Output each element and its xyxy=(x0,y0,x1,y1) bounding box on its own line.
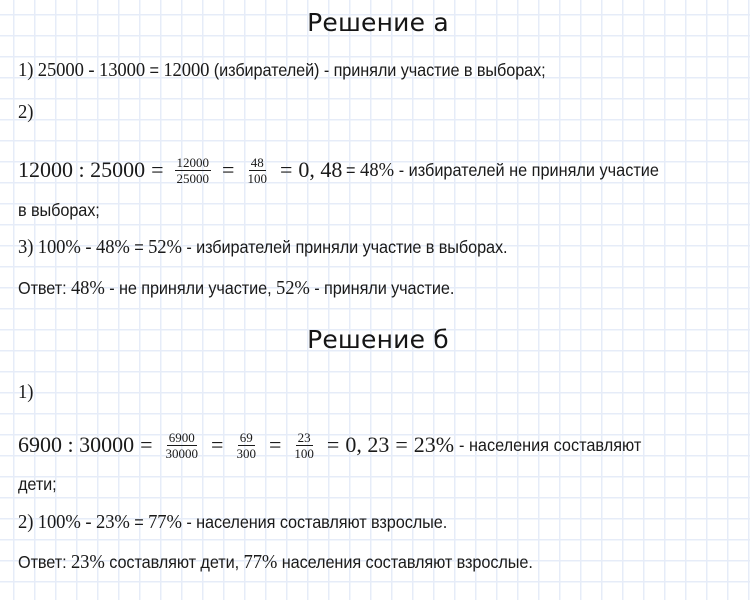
equals-sign: = xyxy=(151,157,164,182)
equals-sign: = xyxy=(279,157,293,182)
equation-tail: = 48% - избирателей не приняли участие xyxy=(346,159,659,182)
fraction-23-100: 23 100 xyxy=(292,430,316,461)
answer-label: Ответ: xyxy=(18,552,67,572)
equals-sign: = xyxy=(211,432,224,457)
fraction-denominator: 100 xyxy=(247,170,267,186)
equals-sign: = xyxy=(134,512,144,532)
step-expression: 100% - 48% xyxy=(37,236,130,258)
step-number: 3) xyxy=(18,236,34,258)
section-a-step1: 1) 25000 - 13000 = 12000 (избирателей) -… xyxy=(18,58,546,82)
fraction-denominator: 30000 xyxy=(165,445,199,461)
section-b-title: Решение б xyxy=(307,325,449,354)
equation-lhs: 6900 : 30000 xyxy=(18,432,135,457)
fraction-numerator: 12000 xyxy=(174,154,212,171)
answer-text-1: - не приняли участие, xyxy=(109,278,272,298)
section-b-answer: Ответ: 23% составляют дети, 77% населени… xyxy=(18,550,533,574)
step-result: 52% xyxy=(148,236,182,258)
answer-value-2: 52% xyxy=(275,277,310,299)
answer-value-1: 23% xyxy=(70,551,105,573)
fraction-numerator: 6900 xyxy=(166,429,197,446)
equals-sign: = xyxy=(140,432,153,457)
percent-value: 48% xyxy=(360,158,395,181)
section-b-step2: 2) 100% - 23% = 77% - населения составля… xyxy=(18,510,447,534)
section-a-answer: Ответ: 48% - не приняли участие, 52% - п… xyxy=(18,276,454,300)
section-a-step3: 3) 100% - 48% = 52% - избирателей принял… xyxy=(18,235,508,259)
fraction-numerator: 69 xyxy=(237,429,255,446)
equals-sign: = xyxy=(222,157,235,182)
step-number: 1) xyxy=(18,381,34,403)
decimal-value: 0, 23 xyxy=(345,432,390,457)
answer-label: Ответ: xyxy=(18,278,67,298)
step-text: - избирателей приняли участие в выборах. xyxy=(186,237,508,257)
fraction-numerator: 48 xyxy=(248,154,266,171)
fraction-denominator: 300 xyxy=(236,445,256,461)
step-number: 1) xyxy=(18,59,34,81)
section-b-step1-number: 1) xyxy=(18,380,33,404)
section-b-step1-continuation: дети; xyxy=(18,474,57,494)
step-result: 12000 xyxy=(163,59,210,81)
section-a-title: Решение а xyxy=(307,8,449,37)
fraction-69-300: 69 300 xyxy=(234,430,258,461)
step-text: - избирателей не приняли участие xyxy=(399,159,660,180)
decimal-value: 0, 48 xyxy=(298,157,343,182)
percent-value: 23% xyxy=(413,432,455,457)
step-number: 2) xyxy=(18,511,34,533)
equals-sign: = xyxy=(268,432,282,457)
equals-sign: = xyxy=(134,237,144,257)
equation-lhs: 12000 : 25000 xyxy=(18,157,146,182)
answer-value-2: 77% xyxy=(243,551,278,573)
section-a-step2-number: 2) xyxy=(18,100,33,124)
fraction-6900-30000: 6900 30000 xyxy=(164,430,201,461)
equals-sign: = xyxy=(149,60,159,80)
step-text: (избирателей) - приняли участие в выбора… xyxy=(213,60,546,80)
step-result: 77% xyxy=(148,511,182,533)
answer-text-2: населения составляют взрослые. xyxy=(281,552,533,572)
equals-sign: = xyxy=(395,432,408,457)
section-a-step2-equation: 12000 : 25000 = 12000 25000 = 48 100 = 0… xyxy=(18,150,683,190)
step-expression: 100% - 23% xyxy=(37,511,130,533)
answer-text-1: составляют дети, xyxy=(109,552,240,572)
step-text: - населения составляют xyxy=(459,434,642,455)
fraction-12000-25000: 12000 25000 xyxy=(174,154,212,186)
fraction-denominator: 25000 xyxy=(176,170,210,186)
answer-value-1: 48% xyxy=(70,277,105,299)
answer-text-2: - приняли участие. xyxy=(314,278,455,298)
equals-sign: = xyxy=(346,159,356,180)
step-expression: 25000 - 13000 xyxy=(37,59,146,81)
step-number: 2) xyxy=(18,101,34,123)
fraction-numerator: 23 xyxy=(295,429,313,446)
section-a-step2-continuation: в выборах; xyxy=(18,200,100,220)
step-text: - населения составляют взрослые. xyxy=(186,512,448,532)
equals-sign: = xyxy=(326,432,340,457)
section-b-step1-equation: 6900 : 30000 = 6900 30000 = 69 300 = 23 … xyxy=(18,425,655,465)
fraction-denominator: 100 xyxy=(294,445,314,461)
fraction-48-100: 48 100 xyxy=(245,155,269,186)
